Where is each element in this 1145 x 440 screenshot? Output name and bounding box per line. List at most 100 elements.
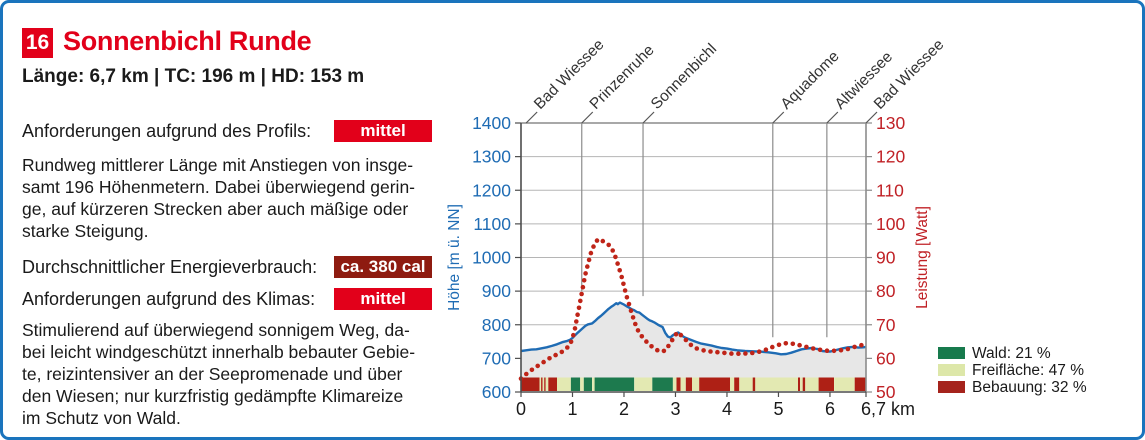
landuse-segment — [734, 377, 740, 391]
legend-swatch — [938, 347, 965, 359]
profile-requirement-label: Anforderungen aufgrund des Profils: — [22, 120, 312, 141]
right-axis-ticks: 50 60 70 80 90 100 110 120 130 — [866, 113, 905, 402]
svg-text:90: 90 — [876, 248, 896, 268]
svg-text:4: 4 — [722, 399, 732, 419]
svg-text:6,7 km: 6,7 km — [861, 399, 915, 419]
text-line: Rundweg mittlerer Länge mit Anstiegen vo… — [22, 155, 414, 175]
svg-text:1100: 1100 — [473, 214, 511, 234]
svg-text:2: 2 — [619, 399, 629, 419]
landuse-segment — [802, 377, 806, 391]
legend-label: Freifläche: 47 % — [972, 362, 1084, 379]
landuse-segment — [680, 377, 686, 391]
left-axis-title: Höhe [m ü. NN] — [446, 204, 463, 311]
landuse-segment — [570, 377, 581, 391]
landuse-segment — [652, 377, 673, 391]
energy-label: Durchschnittlicher Energieverbrauch: — [22, 256, 318, 277]
svg-text:120: 120 — [876, 147, 905, 167]
landuse-segment — [542, 377, 545, 391]
power-dotted-line — [518, 238, 864, 381]
left-axis-ticks: 600 700 800 900 1000 1100 1200 1300 1400 — [472, 113, 521, 402]
landuse-segment — [557, 377, 571, 391]
landuse-segment — [592, 377, 595, 391]
svg-text:50: 50 — [876, 382, 896, 402]
svg-text:Bad Wiessee: Bad Wiessee — [871, 36, 948, 113]
landuse-segment — [699, 377, 731, 391]
svg-text:1400: 1400 — [472, 113, 511, 133]
landuse-segment — [583, 377, 592, 391]
route-number-badge: 16 — [22, 28, 53, 58]
text-line: Stimulierend auf überwiegend sonnigem We… — [22, 320, 410, 340]
climate-description: Stimulierend auf überwiegend sonnigem We… — [22, 319, 447, 429]
svg-text:1200: 1200 — [472, 180, 511, 200]
svg-text:0: 0 — [516, 399, 526, 419]
route-title: Sonnenbichl Runde — [63, 26, 312, 56]
svg-text:110: 110 — [876, 180, 904, 200]
svg-text:100: 100 — [876, 214, 905, 234]
text-line: ge, auf kürzeren Strecken aber auch mäßi… — [22, 199, 409, 219]
landuse-segment — [818, 377, 834, 391]
landuse-segment — [541, 377, 543, 391]
landuse-segment — [752, 377, 756, 391]
svg-text:6: 6 — [825, 399, 835, 419]
svg-text:60: 60 — [876, 348, 896, 368]
svg-text:700: 700 — [482, 348, 511, 368]
landuse-segment — [692, 377, 700, 391]
legend-label: Wald: 21 % — [972, 345, 1051, 362]
svg-text:Sonnenbichl: Sonnenbichl — [648, 40, 720, 112]
text-line: im Schutz von Wald. — [22, 408, 181, 428]
landuse-segment — [672, 377, 677, 391]
svg-text:800: 800 — [482, 315, 511, 335]
landuse-segment — [544, 377, 546, 391]
x-axis-ticks: 0 1 2 3 4 5 6 6,7 km — [516, 392, 915, 419]
svg-text:1000: 1000 — [472, 248, 511, 268]
text-line: te, reizintensiver an der Seepromenade u… — [22, 364, 403, 384]
text-line: samt 196 Höhenmetern. Dabei überwiegend … — [22, 177, 416, 197]
legend-swatch — [938, 381, 965, 393]
svg-text:70: 70 — [876, 315, 896, 335]
route-stats: Länge: 6,7 km | TC: 196 m | HD: 153 m — [22, 66, 365, 87]
climate-requirement-badge: mittel — [334, 288, 432, 310]
landuse-segment — [634, 377, 653, 391]
landuse-segment — [685, 377, 692, 391]
energy-row: Durchschnittlicher Energieverbrauch: ca.… — [22, 256, 432, 278]
legend-swatch — [938, 364, 965, 376]
landuse-segment — [676, 377, 681, 391]
svg-text:1300: 1300 — [472, 147, 511, 167]
landuse-segment — [798, 377, 801, 391]
energy-badge: ca. 380 cal — [334, 256, 432, 278]
svg-text:80: 80 — [876, 281, 896, 301]
text-line: starke Steigung. — [22, 221, 149, 241]
landuse-segment — [580, 377, 584, 391]
landuse-segment — [755, 377, 798, 391]
profile-requirement-row: Anforderungen aufgrund des Profils: mitt… — [22, 120, 432, 142]
climate-requirement-row: Anforderungen aufgrund des Klimas: mitte… — [22, 288, 432, 310]
legend: Wald: 21 %Freifläche: 47 %Bebauung: 32 % — [938, 345, 1087, 396]
landuse-segment — [854, 377, 866, 391]
landuse-segment — [800, 377, 803, 391]
landuse-segment — [730, 377, 735, 391]
landuse-segment — [545, 377, 549, 391]
landuse-segment — [594, 377, 635, 391]
elevation-line — [520, 301, 867, 356]
svg-text:1: 1 — [567, 399, 577, 419]
svg-text:5: 5 — [773, 399, 783, 419]
svg-text:130: 130 — [876, 113, 905, 133]
right-axis-title: Leistung [Watt] — [914, 206, 931, 309]
elevation-area — [521, 302, 866, 378]
svg-text:900: 900 — [482, 281, 511, 301]
profile-requirement-badge: mittel — [334, 120, 432, 142]
landuse-segment — [548, 377, 558, 391]
landuse-segment — [834, 377, 855, 391]
svg-text:600: 600 — [482, 382, 511, 402]
legend-label: Bebauung: 32 % — [972, 379, 1087, 396]
landuse-segment — [805, 377, 819, 391]
climate-requirement-label: Anforderungen aufgrund des Klimas: — [22, 288, 316, 309]
text-line: bei leicht windgeschützt innerhalb bebau… — [22, 342, 416, 362]
text-line: den Wiesen; nur kurzfristig gedämpfte Kl… — [22, 386, 404, 406]
landuse-segment — [739, 377, 753, 391]
profile-description: Rundweg mittlerer Länge mit Anstiegen vo… — [22, 154, 447, 242]
landuse-segment — [521, 377, 540, 391]
